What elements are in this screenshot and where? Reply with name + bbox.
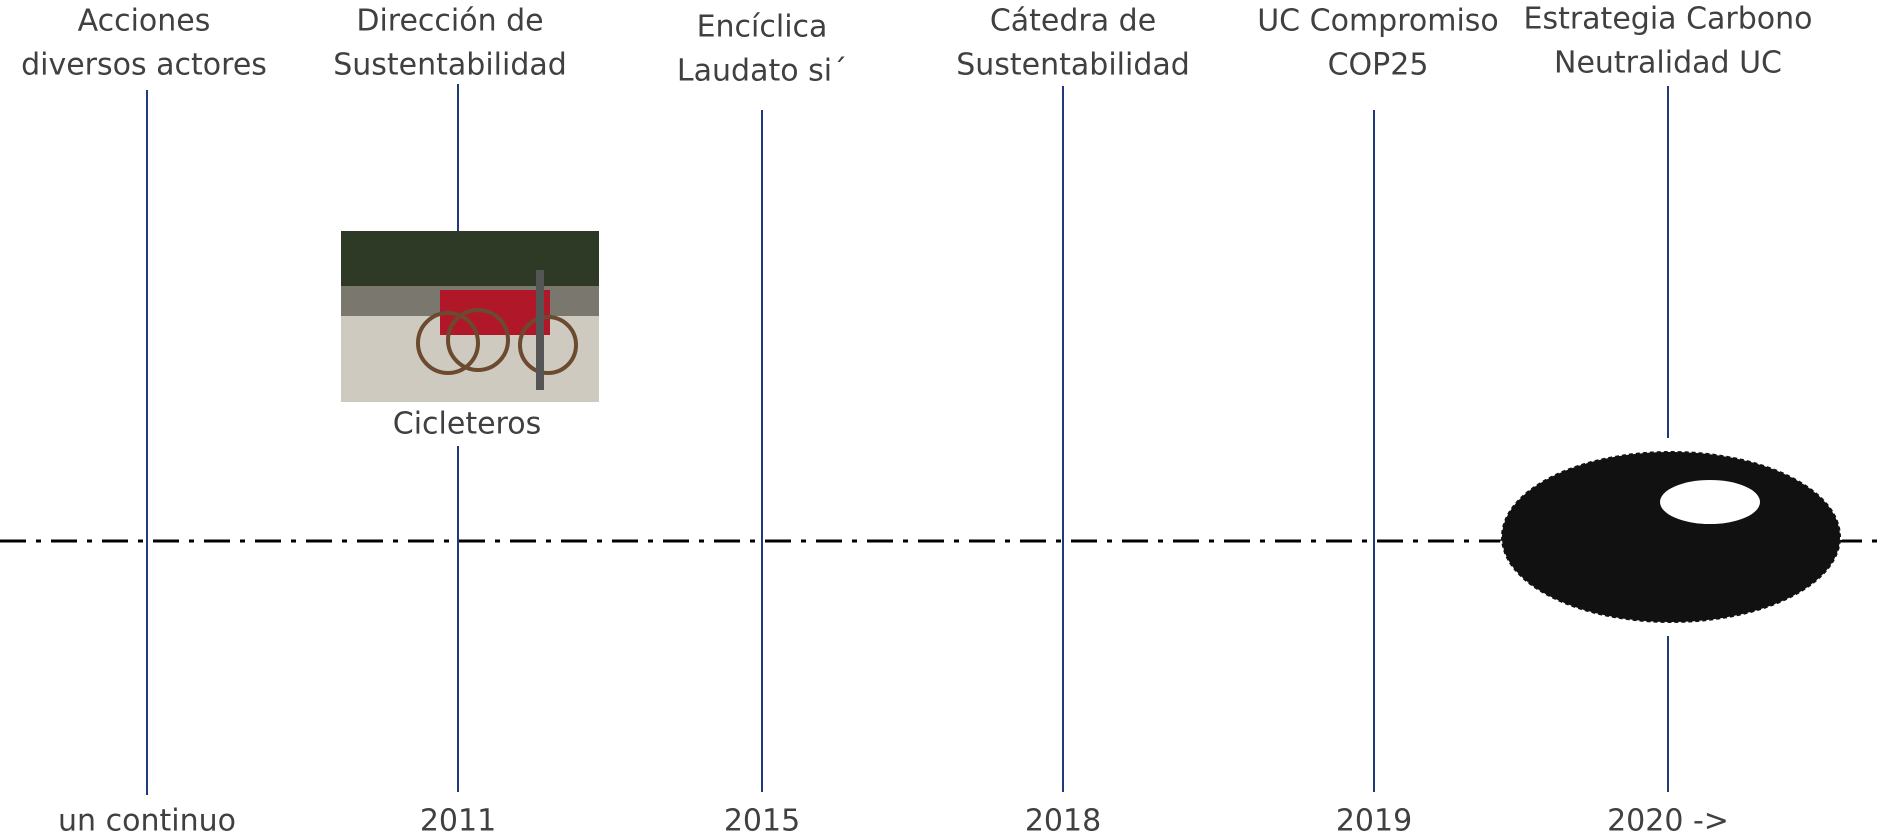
timeline: Acciones diversos actores un continuo Direc…	[0, 0, 1880, 838]
event-label: Sustentabilidad	[956, 48, 1190, 83]
event-date: 2020 ->	[1607, 804, 1729, 838]
event-label: Encíclica	[697, 10, 828, 45]
event-label: Neutralidad UC	[1554, 46, 1782, 81]
page: Acciones diversos actores un continuo Direc…	[0, 0, 1880, 838]
event-date: 2011	[420, 804, 496, 838]
event-label: Sustentabilidad	[333, 48, 567, 83]
event-label: Laudato si´	[677, 54, 847, 89]
event-label: UC Compromiso	[1257, 4, 1499, 39]
image-caption: Cicleteros	[393, 407, 541, 442]
event-label: Acciones	[78, 4, 211, 39]
event-label: Dirección de	[356, 4, 543, 39]
event-label: Cátedra de	[990, 4, 1156, 39]
bike-photo	[341, 231, 599, 402]
event-label: Estrategia Carbono	[1523, 2, 1812, 37]
event-label: diversos actores	[21, 48, 267, 83]
event-date: 2018	[1025, 804, 1101, 838]
event-date: 2019	[1336, 804, 1412, 838]
people-ring	[1501, 451, 1841, 623]
event-date: 2015	[724, 804, 800, 838]
event-label: COP25	[1328, 48, 1429, 83]
event-date: un continuo	[58, 804, 236, 838]
